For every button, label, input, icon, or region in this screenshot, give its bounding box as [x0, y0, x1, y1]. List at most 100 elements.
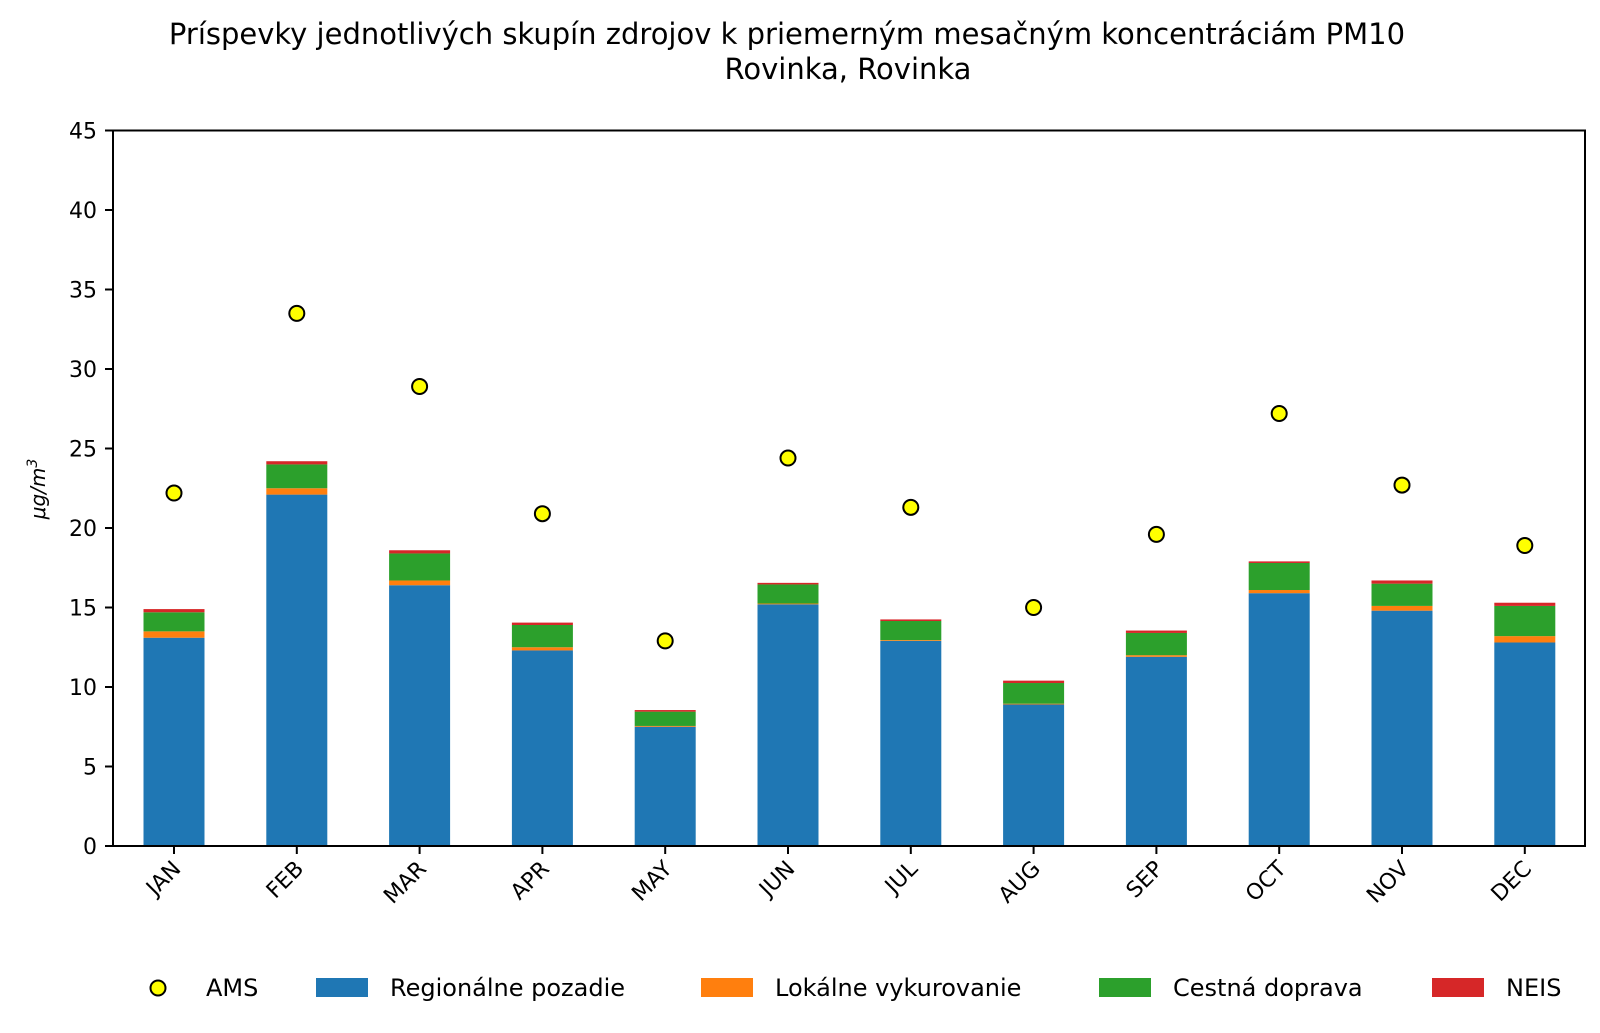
bar-lokalne-vykurovanie-mar	[389, 580, 451, 586]
ams-point-jul	[902, 498, 920, 516]
bar-lokalne-vykurovanie-aug	[1003, 703, 1065, 705]
ams-point-mar	[411, 377, 429, 395]
x-tick-label-sep: SEP	[1122, 857, 1169, 904]
bar-regionalne-pozadie-aug	[1003, 704, 1065, 846]
legend-swatch-regionalne-pozadie	[316, 978, 368, 997]
x-tick-label-jun: JUN	[754, 857, 801, 904]
bar-regionalne-pozadie-jul	[880, 640, 942, 846]
bar-cestna-doprava-aug	[1003, 683, 1065, 704]
x-tick-label-dec: DEC	[1487, 857, 1537, 907]
bar-cestna-doprava-oct	[1248, 562, 1310, 591]
bar-neis-sep	[1125, 630, 1187, 633]
bar-regionalne-pozadie-nov	[1371, 610, 1433, 846]
bar-neis-jan	[143, 609, 205, 613]
legend-label-lokalne-vykurovanie: Lokálne vykurovanie	[775, 974, 1021, 1002]
bar-cestna-doprava-nov	[1371, 583, 1433, 606]
x-tick-label-aug: AUG	[994, 857, 1046, 909]
bar-regionalne-pozadie-dec	[1494, 642, 1556, 846]
plot-frame	[112, 129, 1586, 847]
bar-lokalne-vykurovanie-sep	[1125, 655, 1187, 657]
x-axis: JAN FEB MAR APR MAY JUN JUL AUG SEP OCT NOV DEC	[141, 846, 1537, 909]
legend-label-ams: AMS	[206, 974, 258, 1002]
bar-lokalne-vykurovanie-jul	[880, 640, 942, 641]
ams-point-oct	[1270, 405, 1288, 423]
bar-regionalne-pozadie-mar	[389, 585, 451, 846]
chart-title-line2: Rovinka, Rovinka	[725, 52, 972, 86]
bar-lokalne-vykurovanie-jan	[143, 631, 205, 638]
bar-neis-oct	[1248, 561, 1310, 563]
x-tick-label-jan: JAN	[141, 857, 187, 903]
ams-point-feb	[288, 304, 306, 322]
bar-neis-jun	[757, 582, 819, 585]
bar-lokalne-vykurovanie-jun	[757, 603, 819, 605]
bar-cestna-doprava-may	[634, 711, 696, 726]
ams-point-nov	[1393, 476, 1411, 494]
bar-lokalne-vykurovanie-apr	[511, 647, 573, 651]
bar-regionalne-pozadie-apr	[511, 650, 573, 846]
x-tick-label-mar: MAR	[379, 857, 432, 910]
bar-lokalne-vykurovanie-dec	[1494, 636, 1556, 643]
y-tick-label-30: 30	[69, 358, 97, 383]
bar-neis-dec	[1494, 602, 1556, 606]
bar-regionalne-pozadie-jun	[757, 604, 819, 846]
y-axis-label: μg/m3	[25, 459, 50, 521]
bar-cestna-doprava-jul	[880, 621, 942, 641]
x-tick-label-jul: JUL	[879, 856, 923, 900]
legend-label-regionalne-pozadie: Regionálne pozadie	[390, 974, 625, 1002]
x-tick-label-may: MAY	[627, 856, 677, 906]
legend-swatch-cestna-doprava	[1099, 978, 1151, 997]
x-tick-label-oct: OCT	[1241, 856, 1292, 907]
y-tick-label-20: 20	[69, 517, 97, 542]
ams-point-may	[656, 632, 674, 650]
bar-cestna-doprava-mar	[389, 553, 451, 581]
legend: AMS Regionálne pozadie Lokálne vykurovanie…	[149, 974, 1561, 1002]
y-tick-label-35: 35	[69, 279, 97, 304]
ams-point-jun	[779, 449, 797, 467]
x-tick-label-nov: NOV	[1362, 857, 1414, 909]
bar-neis-jul	[880, 619, 942, 622]
bar-regionalne-pozadie-feb	[266, 494, 328, 846]
bar-regionalne-pozadie-jan	[143, 637, 205, 846]
y-axis: 0 5 10 15 20 25 30 35 40 45	[69, 120, 113, 860]
bar-lokalne-vykurovanie-may	[634, 725, 696, 727]
y-tick-label-15: 15	[69, 597, 97, 622]
y-tick-label-10: 10	[69, 676, 97, 701]
ams-point-aug	[1025, 599, 1043, 616]
y-tick-label-5: 5	[83, 756, 97, 781]
legend-swatch-lokalne-vykurovanie	[701, 978, 753, 997]
bar-neis-apr	[511, 622, 573, 625]
x-tick-label-apr: APR	[506, 857, 555, 906]
ams-point-dec	[1516, 536, 1534, 554]
legend-swatch-neis	[1432, 978, 1484, 997]
bar-neis-nov	[1371, 580, 1433, 584]
bar-lokalne-vykurovanie-feb	[266, 488, 328, 495]
y-tick-label-40: 40	[69, 199, 97, 224]
bar-cestna-doprava-apr	[511, 624, 573, 648]
bar-cestna-doprava-feb	[266, 464, 328, 489]
chart-title-line1: Príspevky jednotlivých skupín zdrojov k …	[169, 17, 1405, 51]
ams-point-apr	[533, 505, 551, 523]
y-tick-label-25: 25	[69, 438, 97, 463]
ams-point-sep	[1147, 525, 1165, 543]
bar-lokalne-vykurovanie-oct	[1248, 590, 1310, 594]
legend-label-neis: NEIS	[1506, 974, 1561, 1002]
bar-cestna-doprava-jun	[757, 584, 819, 604]
bar-lokalne-vykurovanie-nov	[1371, 605, 1433, 611]
bar-cestna-doprava-dec	[1494, 605, 1556, 637]
bar-cestna-doprava-jan	[143, 612, 205, 632]
bar-layer	[143, 461, 1556, 846]
bar-neis-may	[634, 710, 696, 712]
bar-regionalne-pozadie-oct	[1248, 593, 1310, 846]
bar-regionalne-pozadie-sep	[1125, 656, 1187, 846]
ams-point-jan	[165, 484, 183, 502]
y-tick-label-0: 0	[83, 835, 97, 860]
ams-points-layer	[165, 304, 1534, 650]
y-tick-label-45: 45	[69, 120, 97, 145]
legend-label-cestna-doprava: Cestná doprava	[1173, 974, 1363, 1002]
bar-regionalne-pozadie-may	[634, 726, 696, 846]
x-tick-label-feb: FEB	[262, 857, 309, 904]
bar-neis-mar	[389, 550, 451, 554]
bar-neis-feb	[266, 461, 328, 465]
legend-marker-ams	[149, 979, 167, 997]
